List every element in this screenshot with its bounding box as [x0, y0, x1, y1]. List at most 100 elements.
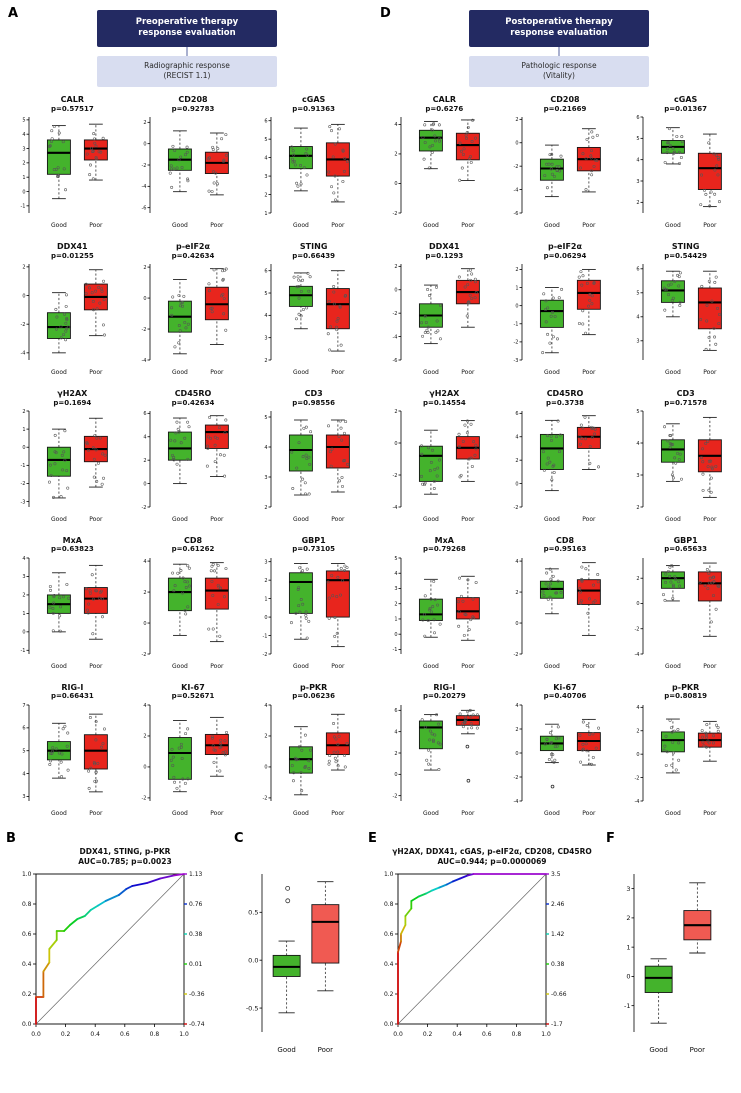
jitter-point	[584, 567, 588, 571]
y-tick-label: 2	[143, 734, 146, 740]
jitter-point	[342, 753, 346, 757]
plot-title: CD3	[304, 388, 323, 398]
y-tick-label: 6	[143, 411, 146, 417]
jitter-point	[222, 595, 226, 599]
y-tick-label: 0	[143, 765, 146, 771]
plot-canvas: -3 -2 -1 0 1 2 Good Poor	[513, 263, 601, 376]
jitter-point	[299, 789, 303, 792]
plot-canvas: -2 0 2 4 6 Good Poor	[513, 410, 601, 523]
jitter-point	[52, 629, 56, 633]
jitter-point	[224, 418, 228, 422]
jitter-point	[584, 157, 588, 161]
jitter-point	[466, 431, 470, 435]
box-poor	[456, 597, 481, 620]
boxplot-γH2AX: γH2AX p=0.1694 -3 -2 -1 0 1 2 Good Poor	[6, 389, 127, 535]
jitter-point	[62, 450, 66, 454]
jitter-point	[97, 150, 101, 154]
jitter-point	[581, 426, 585, 430]
jitter-point	[702, 188, 706, 192]
jitter-point	[427, 325, 431, 329]
y-tick-label: 4	[636, 157, 639, 163]
group-label: Poor	[703, 222, 717, 229]
jitter-point	[223, 753, 227, 757]
jitter-point	[425, 758, 429, 762]
y-tick-label: -6	[393, 358, 398, 364]
jitter-point	[590, 435, 594, 439]
jitter-point	[101, 741, 105, 745]
y-tick-label: 1	[264, 596, 267, 602]
jitter-point	[463, 633, 467, 637]
jitter-point	[435, 474, 439, 478]
jitter-point	[297, 441, 301, 445]
jitter-point	[436, 603, 440, 607]
jitter-point	[177, 293, 181, 297]
jitter-point	[291, 149, 295, 153]
jitter-point	[474, 580, 478, 584]
jitter-point	[207, 627, 211, 631]
cutoff-tick-label: 0.38	[551, 961, 565, 968]
jitter-point	[102, 279, 106, 283]
jitter-point	[463, 721, 467, 724]
jitter-point	[292, 275, 296, 279]
y-tick-label: 0.0	[384, 1021, 394, 1028]
jitter-point	[671, 584, 675, 588]
jitter-point	[550, 172, 554, 176]
jitter-point	[665, 147, 669, 151]
jitter-point	[173, 584, 177, 588]
y-tick-label: 4	[143, 559, 146, 565]
flowchart-A: Preoperative therapy response evaluation…	[6, 10, 368, 87]
jitter-point	[597, 465, 600, 469]
jitter-point	[588, 292, 592, 296]
jitter-point	[53, 125, 57, 128]
plot-pvalue: p=0.95163	[543, 545, 587, 554]
jitter-point	[186, 179, 190, 183]
jitter-point	[216, 583, 220, 587]
jitter-point	[179, 441, 183, 445]
jitter-point	[548, 582, 552, 586]
jitter-point	[423, 634, 427, 638]
jitter-point	[423, 483, 427, 486]
group-label: Poor	[462, 516, 476, 523]
roc-curve-segment	[438, 883, 448, 889]
jitter-point	[87, 602, 91, 606]
jitter-point	[463, 285, 467, 289]
diagonal-reference-line	[35, 874, 185, 1025]
y-tick-label: 0.5	[248, 908, 258, 916]
jitter-point	[671, 146, 675, 150]
jitter-point	[554, 591, 558, 595]
jitter-point	[216, 182, 220, 186]
boxplot-p-PKR: p-PKR p=0.80819 -4 -2 0 2 4 Good Poor	[619, 683, 740, 829]
jitter-point	[171, 295, 175, 299]
jitter-point	[596, 572, 600, 576]
boxplot-RIG-I: RIG-I p=0.66431 3 4 5 6 7 Good Poor	[6, 683, 127, 829]
plot-title: p-eIF2α	[176, 241, 210, 251]
group-label: Good	[51, 222, 67, 229]
jitter-point	[548, 153, 552, 156]
jitter-point	[334, 737, 338, 741]
y-tick-label: 0	[515, 140, 518, 146]
jitter-point	[458, 141, 462, 145]
panel-A: A Preoperative therapy response evaluati…	[6, 6, 368, 829]
jitter-point	[704, 733, 708, 736]
group-label: Poor	[210, 369, 224, 376]
y-tick-label: 4	[636, 441, 639, 447]
jitter-point	[88, 286, 92, 290]
jitter-point	[424, 140, 427, 144]
jitter-point	[580, 436, 584, 440]
jitter-point	[585, 137, 589, 141]
x-tick-label: 0.4	[90, 1031, 100, 1038]
y-tick-label: -2	[141, 505, 146, 511]
jitter-point	[672, 456, 676, 460]
jitter-point	[177, 323, 181, 327]
jitter-point	[663, 744, 667, 748]
jitter-point	[433, 467, 437, 471]
jitter-point	[176, 571, 180, 575]
jitter-point	[65, 293, 69, 297]
jitter-point	[299, 770, 303, 774]
jitter-point	[675, 273, 679, 277]
jitter-point	[578, 435, 582, 439]
jitter-point	[222, 453, 226, 457]
jitter-point	[101, 597, 105, 601]
jitter-point	[548, 341, 552, 345]
jitter-point	[438, 458, 442, 462]
